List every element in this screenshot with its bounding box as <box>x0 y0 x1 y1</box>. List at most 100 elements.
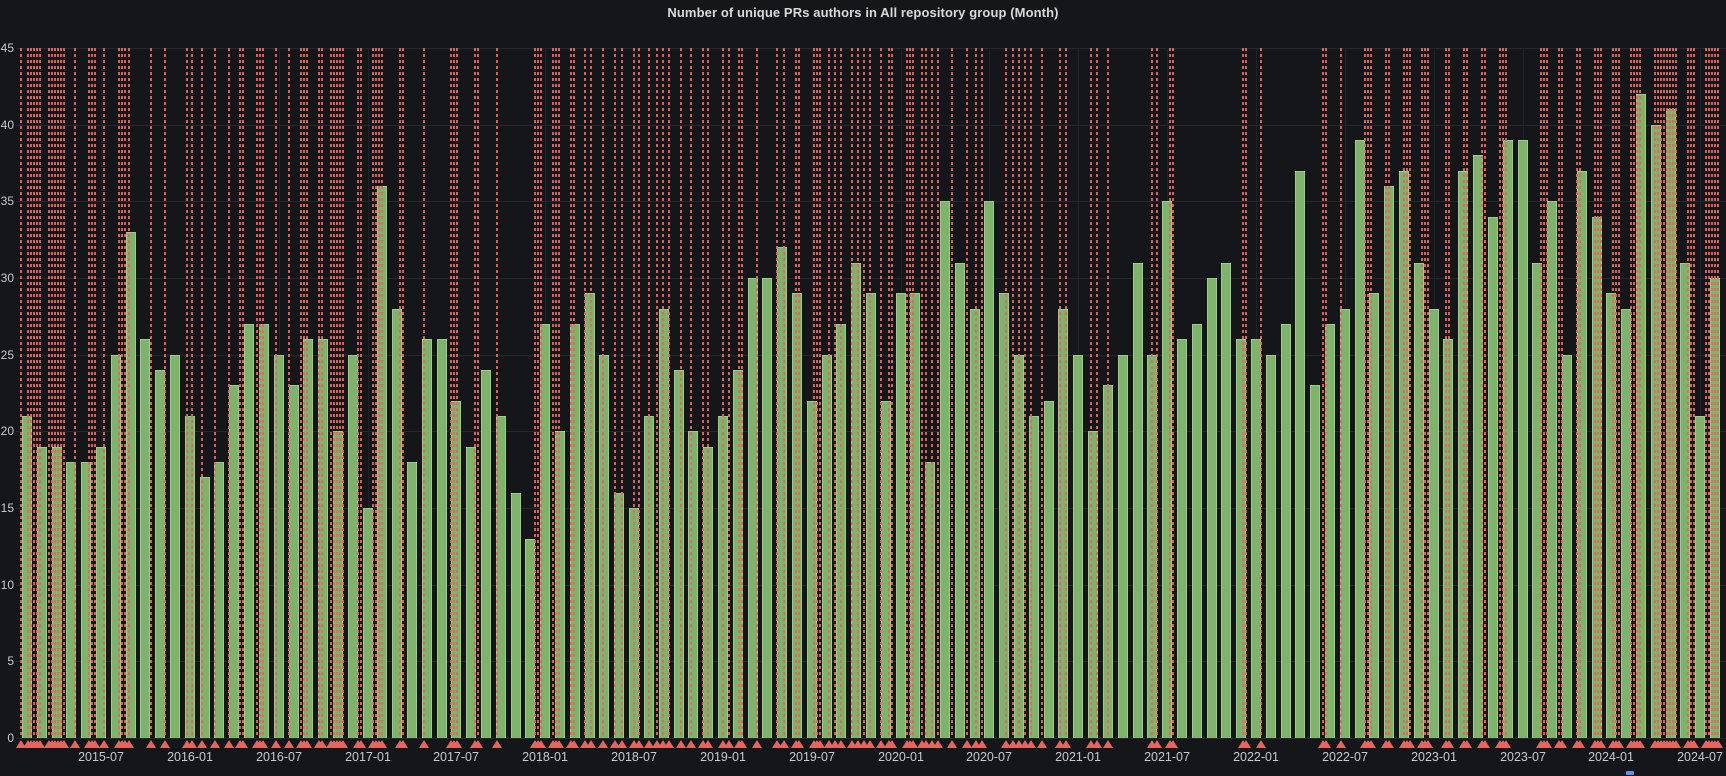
bar-2019-06[interactable] <box>792 293 802 738</box>
annotation-marker-136[interactable] <box>1336 740 1346 748</box>
annotation-marker-44[interactable] <box>338 740 348 748</box>
annotation-marker-133[interactable] <box>1256 740 1266 748</box>
annotation-marker-97[interactable] <box>836 740 846 748</box>
annotation-marker-29[interactable] <box>238 740 248 748</box>
bar-2016-04[interactable] <box>229 385 239 738</box>
annotation-marker-121[interactable] <box>1037 740 1047 748</box>
bar-2019-04[interactable] <box>762 278 772 738</box>
annotation-marker-76[interactable] <box>652 740 662 748</box>
annotation-marker-67[interactable] <box>569 740 579 748</box>
annotation-marker-159[interactable] <box>1542 740 1552 748</box>
annotation-marker-102[interactable] <box>876 740 886 748</box>
annotation-marker-59[interactable] <box>492 740 502 748</box>
annotation-marker-22[interactable] <box>160 740 170 748</box>
bar-2015-06[interactable] <box>81 462 91 738</box>
annotation-marker-114[interactable] <box>971 740 981 748</box>
annotation-marker-20[interactable] <box>124 740 134 748</box>
annotation-marker-39[interactable] <box>317 740 327 748</box>
annotation-marker-72[interactable] <box>617 740 627 748</box>
annotation-marker-141[interactable] <box>1384 740 1394 748</box>
annotation-marker-95[interactable] <box>824 740 834 748</box>
annotation-marker-77[interactable] <box>658 740 668 748</box>
annotation-marker-111[interactable] <box>933 740 943 748</box>
annotation-marker-74[interactable] <box>634 740 644 748</box>
annotation-marker-12[interactable] <box>70 740 80 748</box>
annotation-marker-101[interactable] <box>865 740 875 748</box>
annotation-marker-80[interactable] <box>686 740 696 748</box>
bar-2020-11[interactable] <box>1044 400 1054 738</box>
annotation-marker-110[interactable] <box>927 740 937 748</box>
annotation-marker-83[interactable] <box>718 740 728 748</box>
bar-2021-07[interactable] <box>1162 201 1172 738</box>
annotation-marker-119[interactable] <box>1020 740 1030 748</box>
annotation-marker-139[interactable] <box>1366 740 1376 748</box>
bar-2018-10[interactable] <box>674 370 684 738</box>
annotation-marker-100[interactable] <box>859 740 869 748</box>
annotation-marker-68[interactable] <box>580 740 590 748</box>
bar-2023-07[interactable] <box>1518 140 1528 738</box>
bar-2016-05[interactable] <box>244 324 254 738</box>
bar-2021-11[interactable] <box>1221 262 1231 738</box>
annotation-marker-26[interactable] <box>210 740 220 748</box>
annotation-marker-58[interactable] <box>473 740 483 748</box>
bar-2015-10[interactable] <box>140 339 150 738</box>
annotation-marker-107[interactable] <box>908 740 918 748</box>
bar-2020-10[interactable] <box>1029 416 1039 738</box>
annotation-marker-89[interactable] <box>779 740 789 748</box>
annotation-marker-53[interactable] <box>419 740 429 748</box>
bar-2017-04[interactable] <box>407 462 417 738</box>
bar-2020-08[interactable] <box>999 293 1009 738</box>
bar-2023-01[interactable] <box>1429 308 1439 738</box>
bar-2021-08[interactable] <box>1177 339 1187 738</box>
annotation-marker-27[interactable] <box>224 740 234 748</box>
annotation-marker-163[interactable] <box>1575 740 1585 748</box>
bar-2021-05[interactable] <box>1133 262 1143 738</box>
annotation-marker-82[interactable] <box>703 740 713 748</box>
annotation-marker-113[interactable] <box>962 740 972 748</box>
annotation-marker-16[interactable] <box>99 740 109 748</box>
annotation-marker-11[interactable] <box>59 740 69 748</box>
bar-2017-09[interactable] <box>481 370 491 738</box>
bar-2016-08[interactable] <box>289 385 299 738</box>
bar-2015-12[interactable] <box>170 354 180 738</box>
annotation-marker-122[interactable] <box>1055 740 1065 748</box>
bar-2016-01[interactable] <box>185 416 195 738</box>
bar-2020-05[interactable] <box>955 262 965 738</box>
annotation-marker-91[interactable] <box>794 740 804 748</box>
annotation-marker-115[interactable] <box>977 740 987 748</box>
annotation-marker-116[interactable] <box>1001 740 1011 748</box>
annotation-marker-149[interactable] <box>1444 740 1454 748</box>
annotation-marker-166[interactable] <box>1596 740 1606 748</box>
bar-2018-11[interactable] <box>688 431 698 738</box>
annotation-marker-99[interactable] <box>853 740 863 748</box>
annotation-marker-156[interactable] <box>1501 740 1511 748</box>
bar-2023-09[interactable] <box>1547 201 1557 738</box>
bar-2015-08[interactable] <box>111 354 121 738</box>
bar-2017-03[interactable] <box>392 308 402 738</box>
bar-2022-09[interactable] <box>1369 293 1379 738</box>
bar-2022-12[interactable] <box>1414 262 1424 738</box>
annotation-marker-5[interactable] <box>35 740 45 748</box>
bar-2019-05[interactable] <box>777 247 787 738</box>
bar-2020-01[interactable] <box>896 293 906 738</box>
annotation-marker-135[interactable] <box>1321 740 1331 748</box>
annotation-marker-124[interactable] <box>1086 740 1096 748</box>
annotation-marker-98[interactable] <box>847 740 857 748</box>
annotation-marker-130[interactable] <box>1168 740 1178 748</box>
annotation-marker-118[interactable] <box>1014 740 1024 748</box>
bar-2024-06[interactable] <box>1680 262 1690 738</box>
bar-2022-04[interactable] <box>1295 170 1305 738</box>
bar-2022-03[interactable] <box>1281 324 1291 738</box>
bar-2021-01[interactable] <box>1073 354 1083 738</box>
annotation-marker-70[interactable] <box>598 740 608 748</box>
annotation-marker-132[interactable] <box>1241 740 1251 748</box>
bar-2021-09[interactable] <box>1192 324 1202 738</box>
bar-2020-07[interactable] <box>984 201 994 738</box>
bar-2019-11[interactable] <box>866 293 876 738</box>
annotation-marker-161[interactable] <box>1557 740 1567 748</box>
annotation-marker-126[interactable] <box>1103 740 1113 748</box>
bar-2015-07[interactable] <box>96 446 106 738</box>
bar-2016-07[interactable] <box>274 354 284 738</box>
annotation-marker-69[interactable] <box>586 740 596 748</box>
bar-2023-05[interactable] <box>1488 216 1498 738</box>
